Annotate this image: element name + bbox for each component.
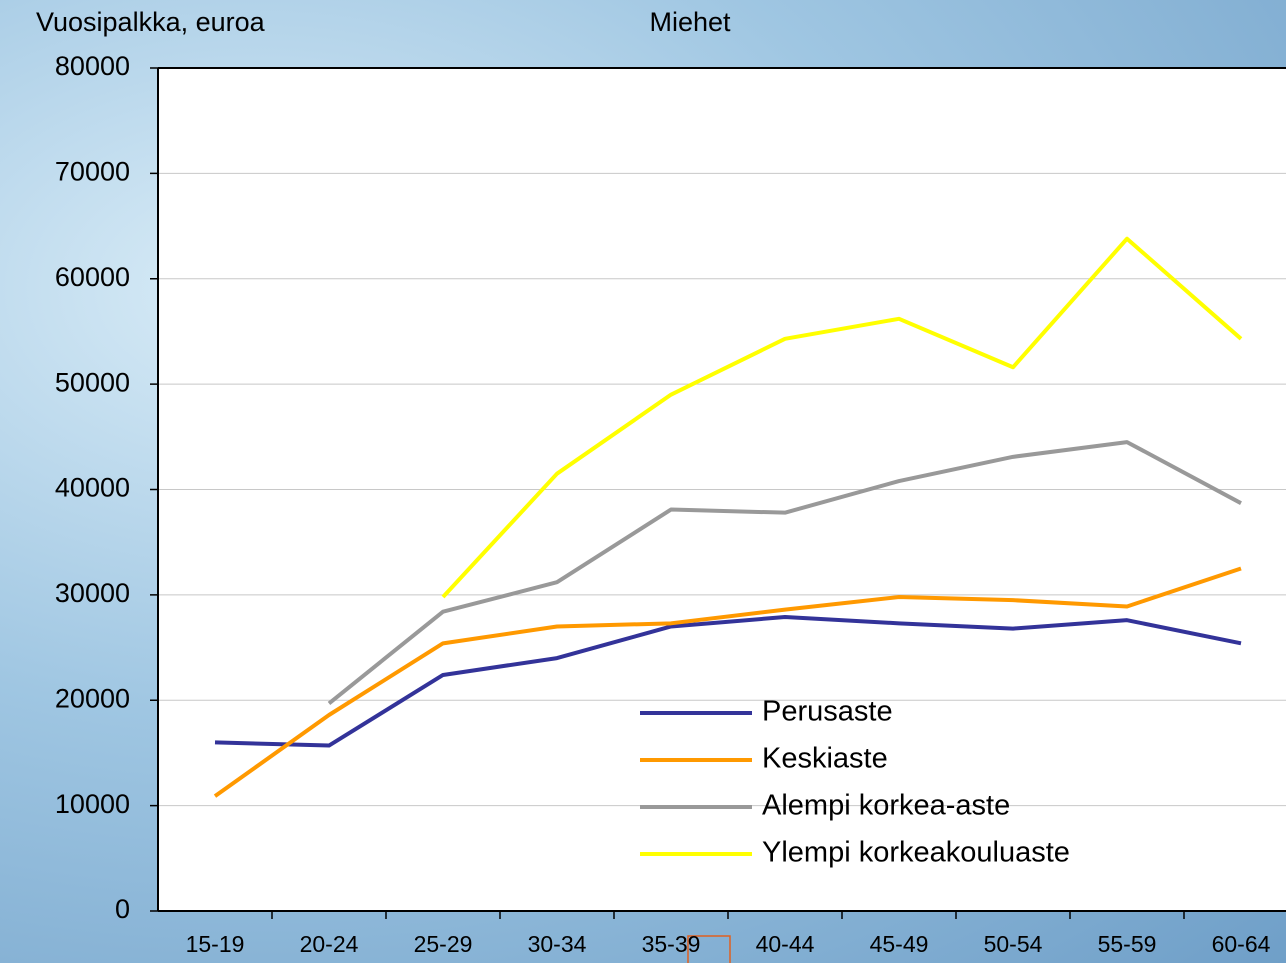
y-tick-label: 70000: [55, 157, 130, 187]
x-tick-label: 35-39: [642, 931, 701, 957]
legend-label: Ylempi korkeakouluaste: [762, 837, 1070, 869]
series-line: [327, 440, 1242, 705]
selection-box: [687, 935, 731, 963]
series-line: [214, 615, 1242, 748]
series-line: [213, 566, 1242, 798]
x-tick-label: 25-29: [414, 931, 473, 957]
x-tick-label: 40-44: [756, 931, 815, 957]
legend-label: Alempi korkea-aste: [762, 790, 1010, 822]
y-tick-label: 40000: [55, 473, 130, 503]
x-tick-label: 20-24: [300, 931, 359, 957]
x-tick-label: 45-49: [870, 931, 929, 957]
x-tick-label: 15-19: [186, 931, 245, 957]
legend-label: Perusaste: [762, 696, 893, 728]
chart-title: Miehet: [649, 7, 731, 37]
y-axis-label: Vuosipalkka, euroa: [36, 7, 266, 37]
y-tick-label: 80000: [55, 51, 130, 81]
x-tick-label: 30-34: [528, 931, 587, 957]
y-tick-label: 30000: [55, 578, 130, 608]
y-tick-label: 60000: [55, 262, 130, 292]
y-tick-label: 50000: [55, 367, 130, 397]
series-line: [441, 236, 1243, 599]
legend-label: Keskiaste: [762, 743, 888, 775]
x-tick-label: 50-54: [984, 931, 1043, 957]
x-tick-label: 60-64: [1212, 931, 1271, 957]
y-tick-label: 0: [115, 894, 130, 924]
x-tick-label: 55-59: [1098, 931, 1157, 957]
y-tick-label: 20000: [55, 683, 130, 713]
y-tick-label: 10000: [55, 789, 130, 819]
